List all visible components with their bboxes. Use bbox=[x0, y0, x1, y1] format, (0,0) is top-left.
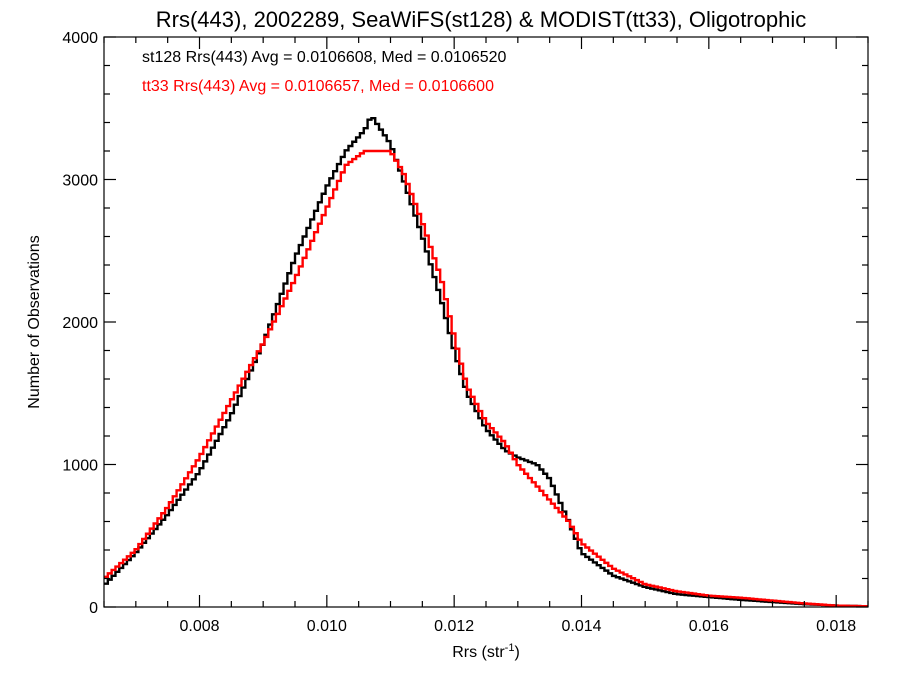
x-tick-label: 0.012 bbox=[434, 618, 474, 635]
x-axis-label-main: Rrs (str bbox=[452, 644, 505, 661]
x-tick-label: 0.008 bbox=[179, 618, 219, 635]
y-tick-label: 0 bbox=[89, 600, 98, 617]
series-layer bbox=[104, 117, 868, 608]
y-tick-label: 2000 bbox=[62, 315, 98, 332]
x-tick-label: 0.010 bbox=[307, 618, 347, 635]
x-axis-label-superscript: -1 bbox=[505, 642, 515, 654]
series-line-st128 bbox=[104, 117, 868, 608]
annotation-tt33: tt33 Rrs(443) Avg = 0.0106657, Med = 0.0… bbox=[142, 78, 494, 95]
x-axis-label-close: ) bbox=[514, 644, 519, 661]
ticks-layer: 0.008 0.010 0.012 0.014 0.016 0.018 0 1000 2000 3… bbox=[62, 30, 869, 635]
y-tick-label: 1000 bbox=[62, 458, 98, 475]
plot-frame bbox=[103, 36, 869, 608]
x-tick-label: 0.018 bbox=[816, 618, 856, 635]
y-axis-label: Number of Observations bbox=[26, 235, 43, 408]
x-axis-label: Rrs (str-1) bbox=[452, 642, 520, 661]
chart-title: Rrs(443), 2002289, SeaWiFS(st128) & MODI… bbox=[156, 7, 806, 32]
annotation-st128: st128 Rrs(443) Avg = 0.0106608, Med = 0.… bbox=[142, 49, 507, 66]
series-line-tt33 bbox=[104, 149, 868, 608]
y-tick-label: 4000 bbox=[62, 30, 98, 47]
x-tick-label: 0.014 bbox=[561, 618, 601, 635]
y-tick-label: 3000 bbox=[62, 173, 98, 190]
x-tick-label: 0.016 bbox=[689, 618, 729, 635]
